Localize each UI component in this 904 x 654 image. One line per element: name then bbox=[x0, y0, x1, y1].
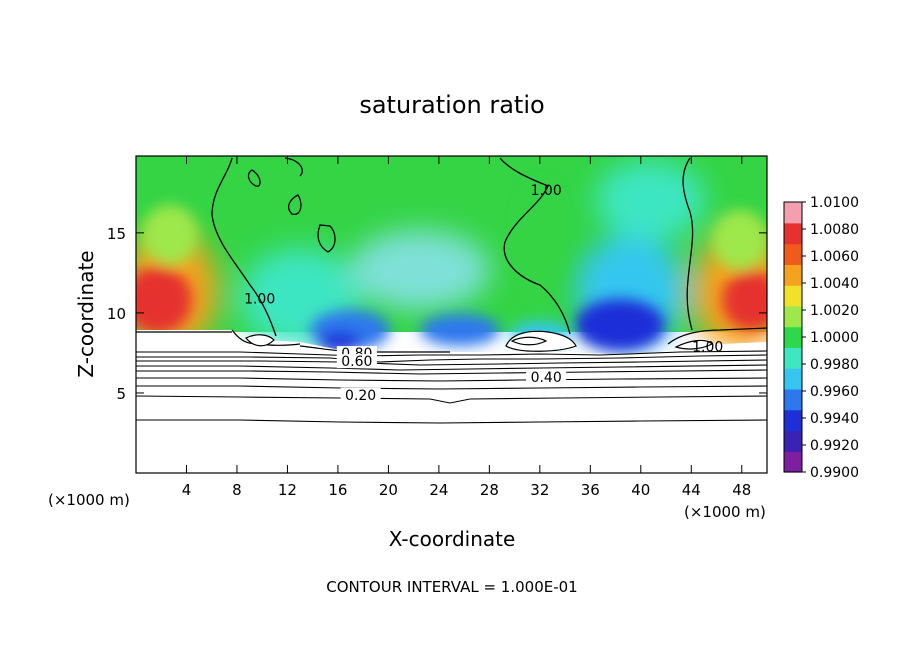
colorbar-tick-label: 0.9900 bbox=[810, 465, 859, 481]
y-axis: 5 10 15 bbox=[107, 225, 767, 403]
colorbar-tick-label: 1.0060 bbox=[810, 249, 859, 265]
cloud-base-contours bbox=[136, 327, 767, 353]
x-tick-label: 44 bbox=[682, 481, 701, 499]
x-axis: 4 8 12 16 20 24 28 32 36 40 44 48 bbox=[182, 156, 751, 499]
colorbar-tick-label: 1.0100 bbox=[810, 195, 859, 211]
x-tick-label: 36 bbox=[581, 481, 600, 499]
colorbar: 0.9900 0.9920 0.9940 0.9960 0.9980 1.0000 1.00… bbox=[783, 195, 859, 481]
colorbar-swatch bbox=[784, 347, 802, 369]
contour-labels: 1.001.001.000.800.600.400.20 bbox=[244, 183, 723, 404]
x-tick-label: 20 bbox=[379, 481, 398, 499]
x-tick-label: 28 bbox=[480, 481, 499, 499]
plot-frame bbox=[135, 155, 768, 474]
contour-label: 0.60 bbox=[341, 354, 372, 370]
contour-label: 0.40 bbox=[531, 370, 562, 386]
colorbar-tick-label: 1.0040 bbox=[810, 276, 859, 292]
contour-1-00 bbox=[211, 157, 694, 337]
y-axis-label: Z-coordinate bbox=[74, 250, 98, 377]
y-tick-label: 10 bbox=[107, 305, 126, 323]
contour-label-bg bbox=[340, 387, 381, 402]
colorbar-tick-label: 0.9960 bbox=[810, 384, 859, 400]
colorbar-swatch bbox=[784, 388, 802, 411]
colorbar-swatch bbox=[784, 243, 802, 265]
x-tick-label: 40 bbox=[631, 481, 650, 499]
chart-title: saturation ratio bbox=[359, 91, 544, 119]
x-tick-label: 48 bbox=[732, 481, 751, 499]
colorbar-tick-label: 1.0000 bbox=[810, 330, 859, 346]
colorbar-swatch bbox=[784, 202, 802, 224]
contour-interval-note: CONTOUR INTERVAL = 1.000E-01 bbox=[326, 578, 577, 596]
colorbar-tick-label: 1.0020 bbox=[810, 303, 859, 319]
contour-label-bg bbox=[526, 370, 567, 385]
y-axis-unit: (×1000 m) bbox=[48, 491, 130, 509]
unsaturated-region bbox=[136, 330, 767, 473]
contour-label-bg bbox=[336, 354, 377, 369]
plot-area bbox=[136, 156, 767, 473]
contour-label: 0.20 bbox=[345, 388, 376, 404]
colorbar-swatch bbox=[784, 222, 802, 245]
contour-label: 1.00 bbox=[692, 340, 723, 356]
x-tick-label: 8 bbox=[232, 481, 242, 499]
colorbar-swatch bbox=[784, 409, 802, 432]
colorbar-swatch bbox=[784, 430, 802, 452]
colorbar-tick-label: 1.0080 bbox=[810, 222, 859, 238]
colorbar-tick-label: 0.9920 bbox=[810, 438, 859, 454]
colorbar-swatch bbox=[784, 305, 802, 328]
colorbar-swatch bbox=[784, 264, 802, 286]
contour-label: 1.00 bbox=[531, 183, 562, 199]
colorbar-swatch bbox=[784, 368, 802, 390]
y-tick-label: 15 bbox=[107, 225, 126, 243]
colorbar-swatch bbox=[784, 285, 802, 307]
saturation-field bbox=[136, 156, 767, 352]
x-tick-label: 12 bbox=[278, 481, 297, 499]
colorbar-swatch bbox=[784, 451, 802, 473]
colorbar-tick-label: 0.9940 bbox=[810, 411, 859, 427]
x-tick-label: 16 bbox=[328, 481, 347, 499]
y-tick-label: 5 bbox=[116, 385, 126, 403]
colorbar-swatch bbox=[784, 326, 802, 348]
x-tick-label: 4 bbox=[182, 481, 192, 499]
colorbar-tick-label: 0.9980 bbox=[810, 357, 859, 373]
contour-stratified bbox=[136, 350, 767, 424]
x-axis-label: X-coordinate bbox=[389, 527, 516, 551]
x-tick-label: 32 bbox=[530, 481, 549, 499]
contour-label: 1.00 bbox=[244, 292, 275, 308]
x-axis-unit: (×1000 m) bbox=[684, 503, 766, 521]
x-tick-label: 24 bbox=[429, 481, 448, 499]
